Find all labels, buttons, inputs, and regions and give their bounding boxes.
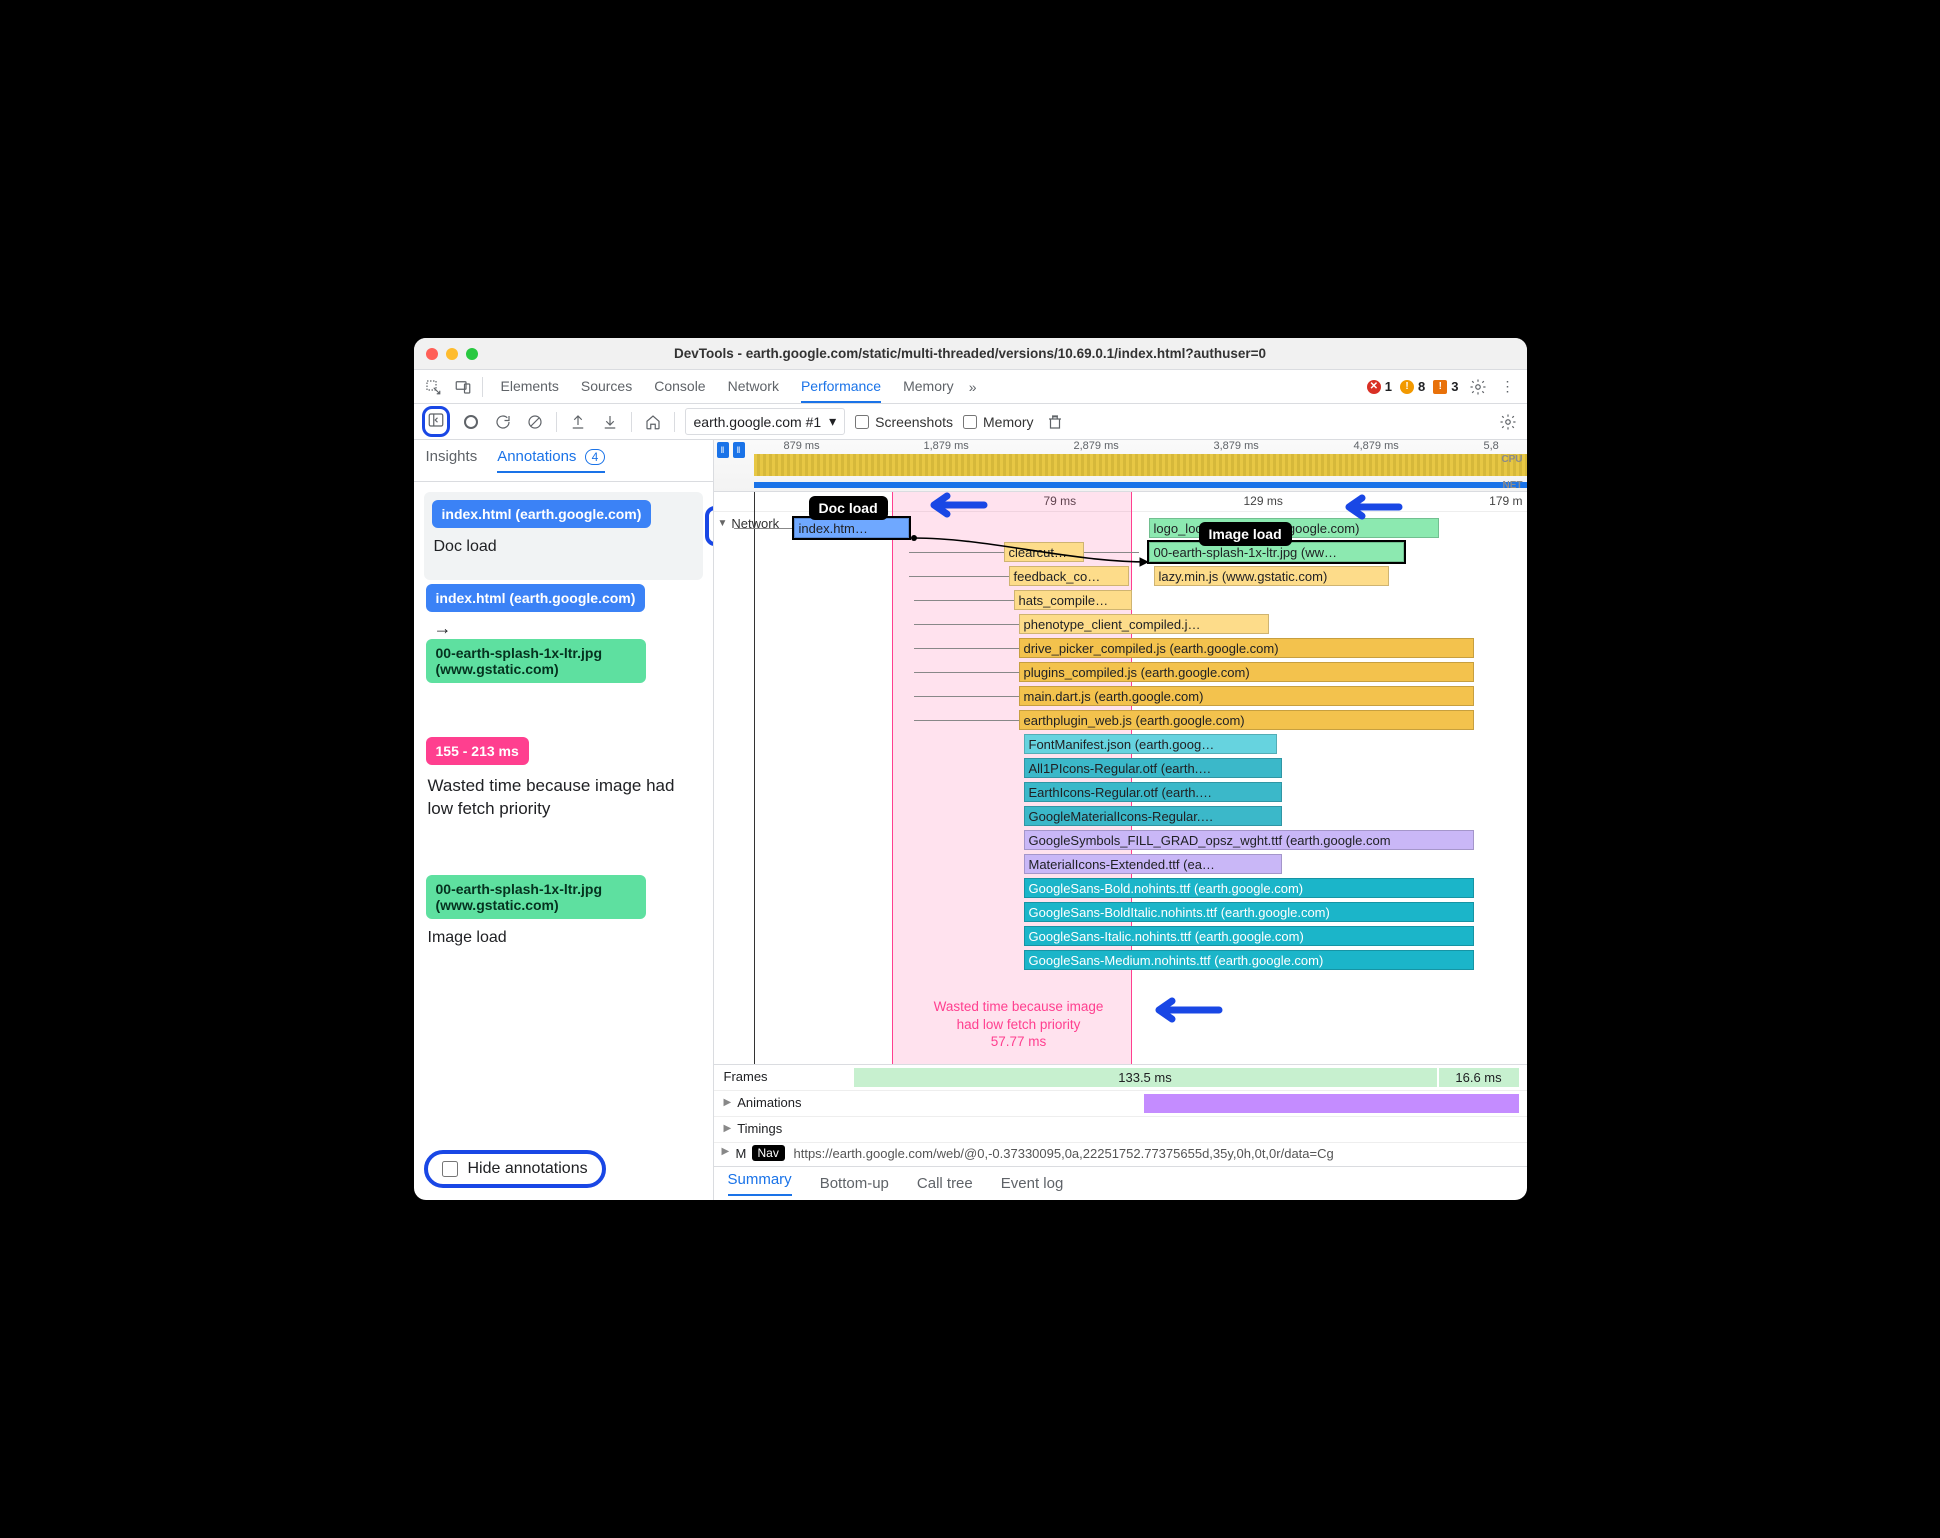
warning-badge[interactable]: !8 [1400, 379, 1425, 394]
network-entry[interactable]: GoogleSans-Medium.nohints.ttf (earth.goo… [714, 950, 1527, 972]
kebab-icon[interactable]: ⋮ [1497, 376, 1519, 398]
context-select[interactable]: earth.google.com #1▾ [685, 408, 846, 435]
wasted-time-label: Wasted time because image had low fetch … [909, 998, 1129, 1051]
network-entry[interactable]: phenotype_client_compiled.j… [714, 614, 1527, 636]
network-entry[interactable]: FontManifest.json (earth.goog… [714, 734, 1527, 756]
traffic-lights [414, 348, 478, 360]
tab-network[interactable]: Network [728, 371, 779, 403]
nav-chip: Nav [752, 1145, 785, 1161]
arrow-icon: → [426, 618, 701, 639]
sidebar-tabs: Insights Annotations 4 [414, 440, 713, 482]
annotation-chip: 00-earth-splash-1x-ltr.jpg (www.gstatic.… [426, 639, 646, 683]
network-entry[interactable]: 00-earth-splash-1x-ltr.jpg (ww… [714, 542, 1527, 564]
tab-annotations[interactable]: Annotations 4 [497, 448, 605, 473]
cpu-label: CPU [1501, 454, 1522, 465]
annotation-chip: 155 - 213 ms [426, 737, 529, 765]
annotations-list: index.html (earth.google.com) Doc load i… [414, 482, 713, 1142]
memory-checkbox[interactable]: Memory [963, 414, 1034, 430]
main-tab-bar: Elements Sources Console Network Performance… [414, 370, 1527, 404]
annotation-item[interactable]: index.html (earth.google.com) Doc load [424, 492, 703, 580]
annotation-chip: 00-earth-splash-1x-ltr.jpg (www.gstatic.… [426, 875, 646, 919]
window-title: DevTools - earth.google.com/static/multi… [414, 346, 1527, 361]
animations-track[interactable]: ▶Animations [714, 1090, 1527, 1116]
network-entry[interactable]: earthplugin_web.js (earth.google.com) [714, 710, 1527, 732]
perf-toolbar: earth.google.com #1▾ Screenshots Memory [414, 404, 1527, 440]
gc-icon[interactable] [1044, 411, 1066, 433]
network-entry[interactable]: EarthIcons-Regular.otf (earth.… [714, 782, 1527, 804]
arrow-icon [1144, 996, 1224, 1024]
tab-bottom-up[interactable]: Bottom-up [820, 1175, 889, 1192]
frames-track[interactable]: Frames 133.5 ms 16.6 ms [714, 1064, 1527, 1090]
home-icon[interactable] [642, 411, 664, 433]
tab-elements[interactable]: Elements [501, 371, 559, 403]
tab-memory[interactable]: Memory [903, 371, 954, 403]
network-entry[interactable]: logo_lockup.svg (earth.google.com) [714, 518, 1527, 540]
tab-event-log[interactable]: Event log [1001, 1175, 1064, 1192]
net-label: NET [1503, 480, 1523, 491]
annotations-count: 4 [585, 449, 606, 465]
tab-insights[interactable]: Insights [426, 448, 478, 473]
hide-annotations-checkbox[interactable]: Hide annotations [424, 1150, 606, 1188]
network-entry[interactable]: GoogleSans-Italic.nohints.ttf (earth.goo… [714, 926, 1527, 948]
network-entry[interactable]: drive_picker_compiled.js (earth.google.c… [714, 638, 1527, 660]
arrow-icon [919, 492, 989, 520]
clear-icon[interactable] [524, 411, 546, 433]
sidebar: Insights Annotations 4 index.html (earth… [414, 440, 714, 1200]
network-entry[interactable]: All1PIcons-Regular.otf (earth.… [714, 758, 1527, 780]
settings-small-icon[interactable] [1497, 411, 1519, 433]
download-icon[interactable] [599, 411, 621, 433]
screenshots-checkbox[interactable]: Screenshots [855, 414, 953, 430]
devtools-window: DevTools - earth.google.com/static/multi… [414, 338, 1527, 1200]
image-load-callout: Image load [1199, 522, 1292, 546]
annotation-title: Image load [428, 929, 701, 947]
minimize-icon[interactable] [446, 348, 458, 360]
issues-badge[interactable]: !3 [1433, 379, 1458, 394]
annotation-chip: index.html (earth.google.com) [426, 584, 646, 612]
close-icon[interactable] [426, 348, 438, 360]
network-entry[interactable]: plugins_compiled.js (earth.google.com) [714, 662, 1527, 684]
tab-call-tree[interactable]: Call tree [917, 1175, 973, 1192]
flamechart-pane: ‖ ‖ 879 ms1,879 ms2,879 ms3,879 ms4,879 … [714, 440, 1527, 1200]
device-icon[interactable] [452, 376, 474, 398]
annotation-title: Wasted time because image had low fetch … [428, 775, 701, 821]
bottom-tabs: Summary Bottom-up Call tree Event log [714, 1166, 1527, 1200]
annotation-item[interactable]: 155 - 213 ms Wasted time because image h… [424, 733, 703, 851]
titlebar: DevTools - earth.google.com/static/multi… [414, 338, 1527, 370]
nav-url: https://earth.google.com/web/@0,-0.37330… [794, 1146, 1334, 1161]
annotation-chip: index.html (earth.google.com) [432, 500, 652, 528]
annotation-title: Doc load [434, 538, 695, 556]
network-entry[interactable]: GoogleSans-BoldItalic.nohints.ttf (earth… [714, 902, 1527, 924]
tab-performance[interactable]: Performance [801, 371, 881, 403]
network-entry[interactable]: MaterialIcons-Extended.ttf (ea… [714, 854, 1527, 876]
timings-track[interactable]: ▶Timings [714, 1116, 1527, 1142]
content: Insights Annotations 4 index.html (earth… [414, 440, 1527, 1200]
inspect-icon[interactable] [422, 376, 444, 398]
tab-summary[interactable]: Summary [728, 1171, 792, 1196]
reload-icon[interactable] [492, 411, 514, 433]
tab-sources[interactable]: Sources [581, 371, 632, 403]
network-entry[interactable]: hats_compile… [714, 590, 1527, 612]
record-button[interactable] [460, 411, 482, 433]
network-entry[interactable]: GoogleMaterialIcons-Regular.… [714, 806, 1527, 828]
tabs: Elements Sources Console Network Performance… [501, 371, 954, 403]
network-entry[interactable]: lazy.min.js (www.gstatic.com) [714, 566, 1527, 588]
network-entry[interactable]: main.dart.js (earth.google.com) [714, 686, 1527, 708]
zoom-icon[interactable] [466, 348, 478, 360]
annotation-item[interactable]: 00-earth-splash-1x-ltr.jpg (www.gstatic.… [424, 871, 703, 977]
flamechart[interactable]: 79 ms 129 ms 179 m ▼Network index.htm…lo… [714, 492, 1527, 1064]
doc-load-callout: Doc load [809, 496, 888, 520]
tab-console[interactable]: Console [654, 371, 705, 403]
more-tabs-icon[interactable]: » [962, 376, 984, 398]
network-entry[interactable]: GoogleSans-Bold.nohints.ttf (earth.googl… [714, 878, 1527, 900]
upload-icon[interactable] [567, 411, 589, 433]
overview-timeline[interactable]: ‖ ‖ 879 ms1,879 ms2,879 ms3,879 ms4,879 … [714, 440, 1527, 492]
arrow-icon [1334, 492, 1404, 522]
main-track[interactable]: ▶ M Nav https://earth.google.com/web/@0,… [714, 1142, 1527, 1166]
network-entry[interactable]: GoogleSymbols_FILL_GRAD_opsz_wght.ttf (e… [714, 830, 1527, 852]
delete-annotation-button[interactable] [705, 506, 714, 546]
settings-icon[interactable] [1467, 376, 1489, 398]
annotation-item[interactable]: index.html (earth.google.com) → 00-earth… [424, 580, 703, 703]
toggle-sidebar-button[interactable] [422, 406, 450, 437]
error-badge[interactable]: ✕1 [1367, 379, 1392, 394]
